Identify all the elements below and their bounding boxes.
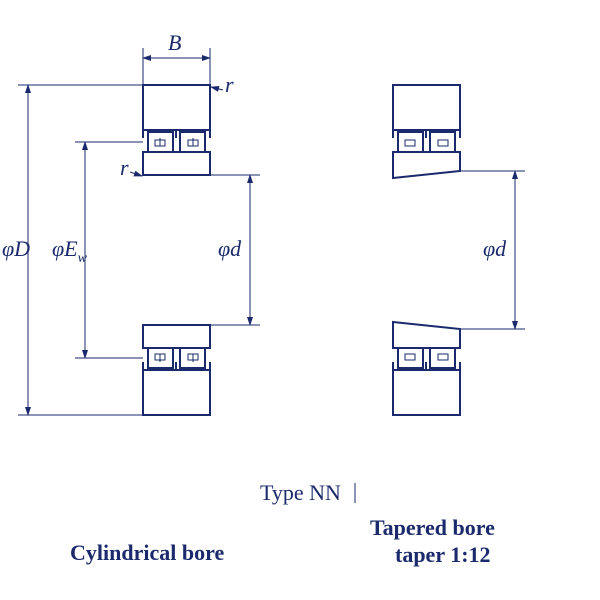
left-view: B r r φD φEw φd (2, 30, 260, 415)
right-caption-2: taper 1:12 (395, 542, 491, 567)
label-phiD: φD (2, 236, 30, 261)
right-top-section (393, 85, 460, 178)
right-caption-1: Tapered bore (370, 515, 495, 540)
label-r-top: r (225, 72, 234, 97)
label-phid-left: φd (218, 236, 242, 261)
right-view: φd (393, 85, 525, 415)
right-bottom-section (393, 322, 460, 415)
label-phiEw: φEw (52, 236, 88, 266)
left-bottom-section (143, 325, 210, 415)
label-B: B (168, 30, 181, 55)
left-top-section (143, 85, 210, 175)
bearing-diagram: B r r φD φEw φd (0, 0, 600, 600)
label-phid-right: φd (483, 236, 507, 261)
label-r-inner: r (120, 155, 129, 180)
left-caption: Cylindrical bore (70, 540, 224, 565)
type-title: Type NN (260, 480, 341, 505)
